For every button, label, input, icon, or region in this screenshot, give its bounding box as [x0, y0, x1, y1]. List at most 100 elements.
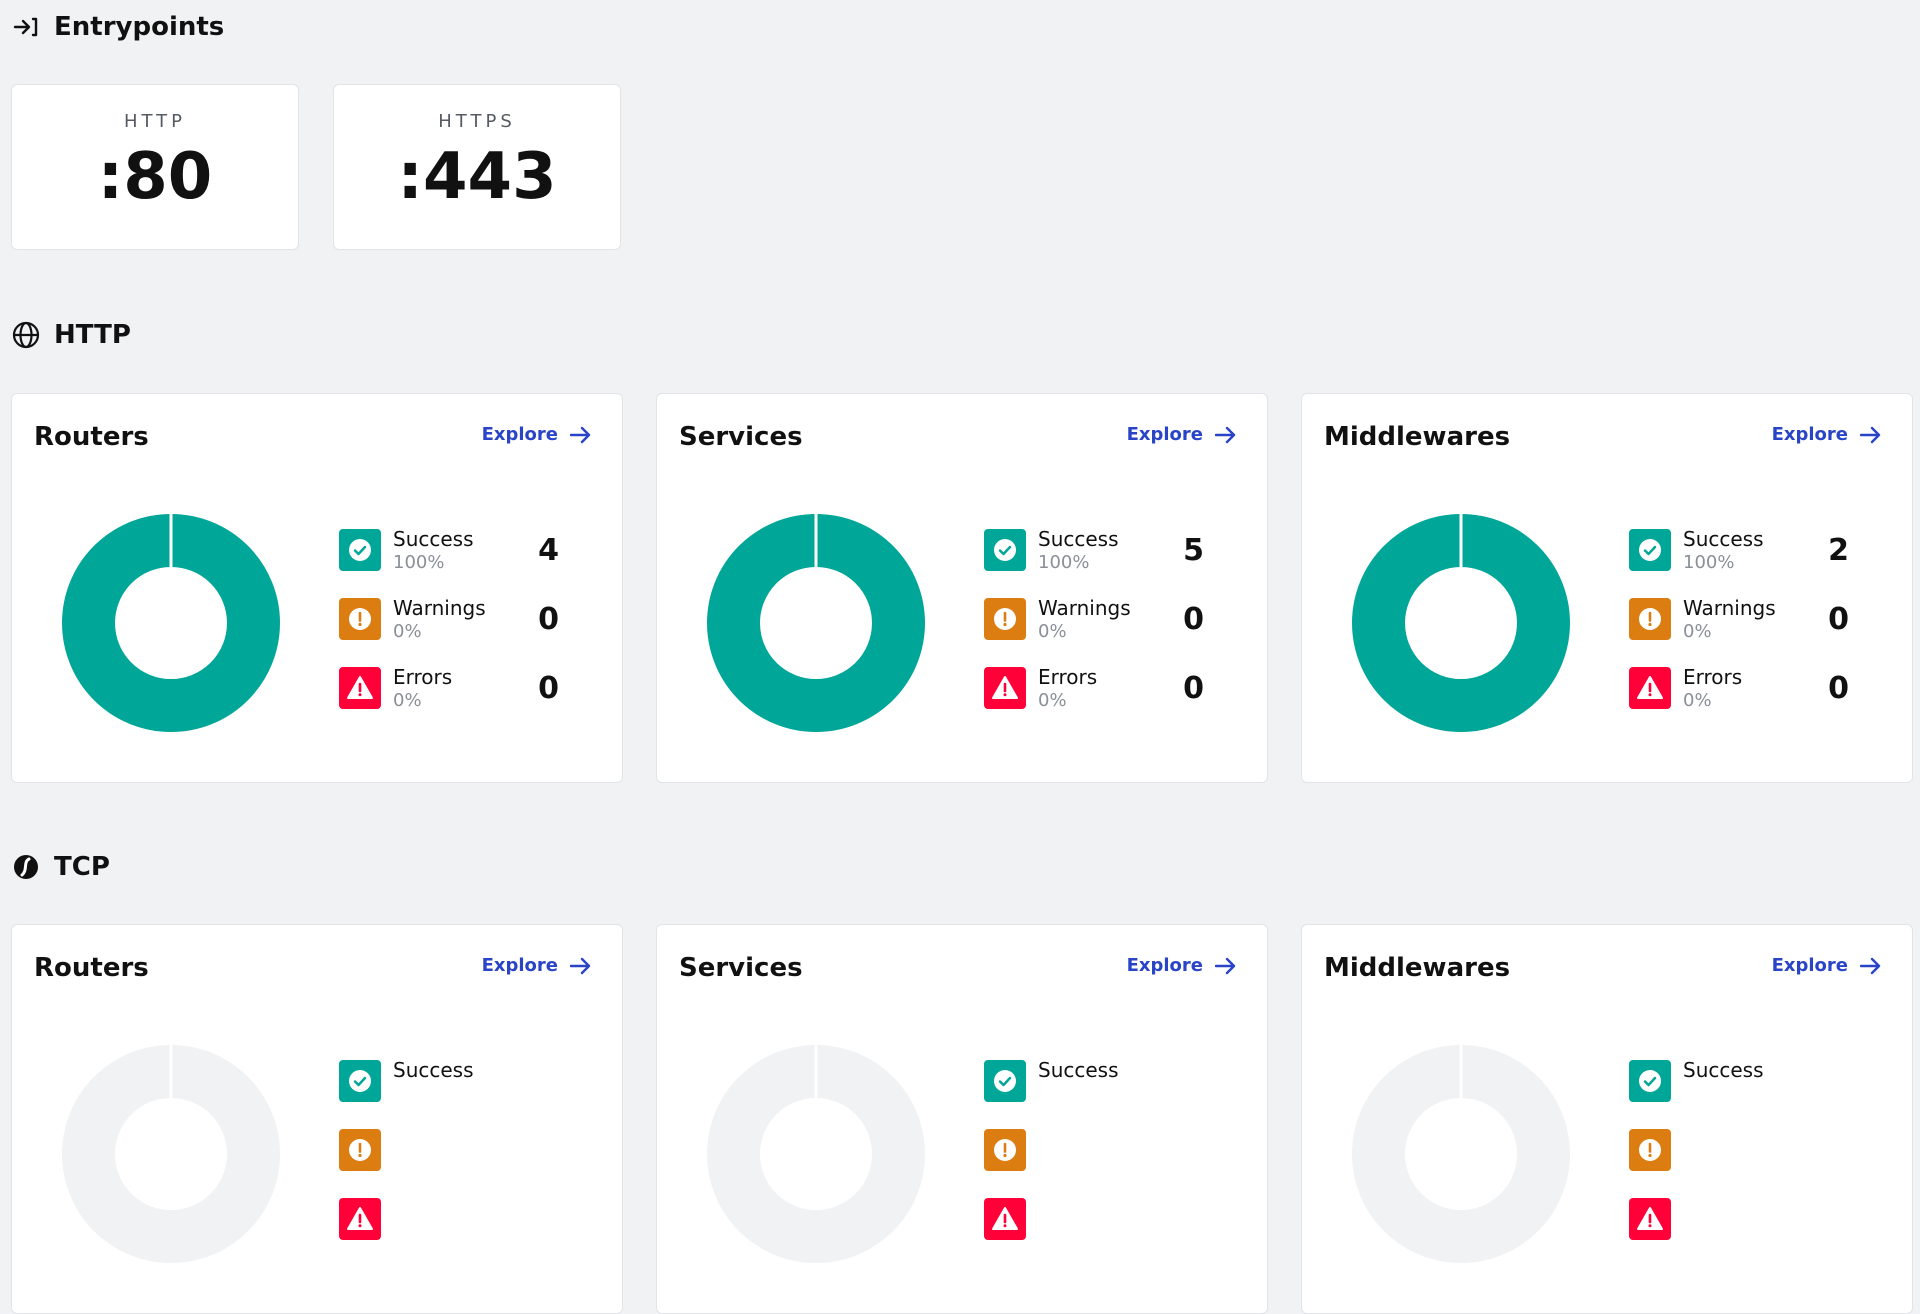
explore-link[interactable]: Explore [1772, 424, 1882, 445]
explore-link[interactable]: Explore [1127, 424, 1237, 445]
status-legend: Success [339, 1058, 589, 1265]
http-services-card: Services Explore Success 100% 5 Warnings… [656, 393, 1268, 783]
warning-badge [984, 598, 1026, 640]
entrypoint-card-http[interactable]: HTTP :80 [11, 84, 299, 250]
card-title: Routers [34, 953, 149, 983]
success-label: Success [393, 527, 474, 551]
globe-icon [12, 321, 40, 349]
status-donut-chart [707, 1045, 925, 1263]
success-percent: 100% [1038, 552, 1090, 573]
errors-percent: 0% [1683, 690, 1712, 711]
explore-label: Explore [481, 424, 558, 445]
warnings-count: 0 [538, 602, 559, 637]
error-badge [984, 667, 1026, 709]
legend-success: Success 100% 2 [1629, 527, 1879, 573]
exclamation-circle-icon [994, 608, 1016, 630]
explore-link[interactable]: Explore [1127, 955, 1237, 976]
explore-label: Explore [1771, 424, 1848, 445]
arrow-right-icon [1860, 957, 1881, 974]
arrow-right-icon [1215, 957, 1236, 974]
success-count: 5 [1183, 533, 1204, 568]
legend-warnings [339, 1127, 589, 1173]
exclamation-circle-icon [994, 1139, 1016, 1161]
check-circle-icon [994, 539, 1016, 561]
success-badge [984, 1060, 1026, 1102]
arrow-right-icon [570, 426, 591, 443]
card-title: Services [679, 953, 803, 983]
warnings-label: Warnings [1683, 596, 1776, 620]
tcp-routers-card: Routers Explore Success [11, 924, 623, 1314]
entrypoint-port: :443 [397, 140, 557, 214]
success-label: Success [1683, 527, 1764, 551]
errors-count: 0 [1183, 671, 1204, 706]
status-donut-chart [62, 514, 280, 732]
warning-triangle-icon [347, 1207, 373, 1230]
legend-success: Success [984, 1058, 1234, 1104]
entrypoint-name: HTTPS [438, 111, 516, 132]
explore-label: Explore [1126, 424, 1203, 445]
success-badge [1629, 529, 1671, 571]
status-legend: Success 100% 4 Warnings 0% 0 Errors 0% 0 [339, 527, 589, 734]
legend-warnings: Warnings 0% 0 [339, 596, 589, 642]
http-heading: HTTP [12, 320, 131, 350]
warnings-label: Warnings [393, 596, 486, 620]
success-percent: 100% [1683, 552, 1735, 573]
check-circle-icon [349, 539, 371, 561]
arrow-right-icon [1860, 426, 1881, 443]
check-circle-icon [1639, 1070, 1661, 1092]
explore-label: Explore [1771, 955, 1848, 976]
legend-warnings: Warnings 0% 0 [984, 596, 1234, 642]
explore-label: Explore [481, 955, 558, 976]
entrypoints-heading: Entrypoints [12, 12, 224, 42]
success-label: Success [393, 1058, 474, 1082]
http-middlewares-card: Middlewares Explore Success 100% 2 Warni… [1301, 393, 1913, 783]
legend-errors: Errors 0% 0 [984, 665, 1234, 711]
legend-warnings: Warnings 0% 0 [1629, 596, 1879, 642]
legend-errors: Errors 0% 0 [339, 665, 589, 711]
error-badge [339, 667, 381, 709]
explore-link[interactable]: Explore [482, 955, 592, 976]
warnings-count: 0 [1828, 602, 1849, 637]
warning-badge [339, 1129, 381, 1171]
errors-label: Errors [1683, 665, 1743, 689]
warnings-percent: 0% [1038, 621, 1067, 642]
tcp-icon [12, 853, 40, 881]
status-donut-chart [1352, 514, 1570, 732]
explore-link[interactable]: Explore [1772, 955, 1882, 976]
legend-errors [984, 1196, 1234, 1242]
check-circle-icon [349, 1070, 371, 1092]
errors-count: 0 [538, 671, 559, 706]
legend-warnings [1629, 1127, 1879, 1173]
legend-errors: Errors 0% 0 [1629, 665, 1879, 711]
tcp-services-card: Services Explore Success [656, 924, 1268, 1314]
success-percent: 100% [393, 552, 445, 573]
success-label: Success [1038, 527, 1119, 551]
legend-success: Success 100% 4 [339, 527, 589, 573]
warning-triangle-icon [992, 1207, 1018, 1230]
warnings-count: 0 [1183, 602, 1204, 637]
status-legend: Success [984, 1058, 1234, 1265]
card-title: Services [679, 422, 803, 452]
warning-badge [339, 598, 381, 640]
entrypoint-arrow-icon [12, 13, 40, 41]
tcp-middlewares-card: Middlewares Explore Success [1301, 924, 1913, 1314]
explore-link[interactable]: Explore [482, 424, 592, 445]
entrypoint-card-https[interactable]: HTTPS :443 [333, 84, 621, 250]
tcp-heading: TCP [12, 852, 110, 882]
error-badge [339, 1198, 381, 1240]
error-badge [1629, 1198, 1671, 1240]
success-count: 2 [1828, 533, 1849, 568]
legend-errors [339, 1196, 589, 1242]
error-badge [984, 1198, 1026, 1240]
legend-warnings [984, 1127, 1234, 1173]
exclamation-circle-icon [349, 608, 371, 630]
warnings-percent: 0% [1683, 621, 1712, 642]
warning-badge [1629, 598, 1671, 640]
exclamation-circle-icon [1639, 1139, 1661, 1161]
card-title: Middlewares [1324, 422, 1511, 452]
errors-count: 0 [1828, 671, 1849, 706]
arrow-right-icon [1215, 426, 1236, 443]
card-title: Routers [34, 422, 149, 452]
legend-success: Success 100% 5 [984, 527, 1234, 573]
warning-badge [984, 1129, 1026, 1171]
